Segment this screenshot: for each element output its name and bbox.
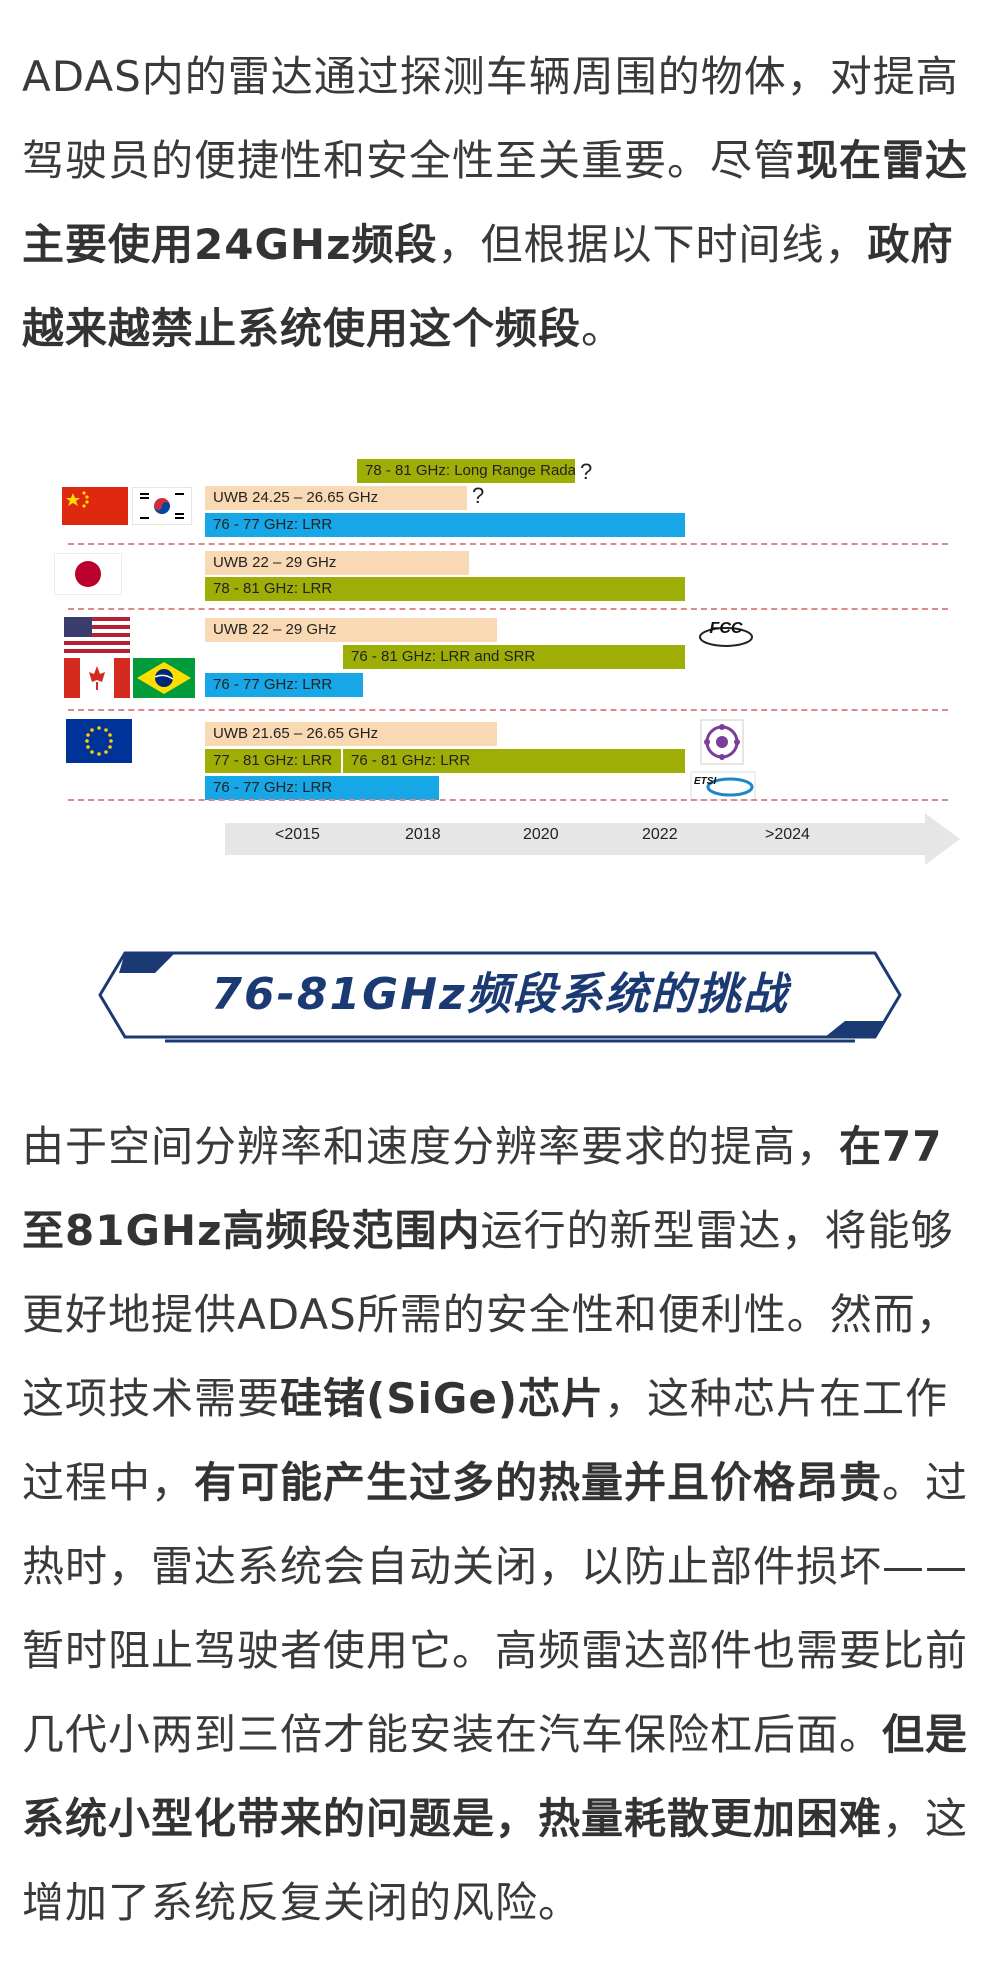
uncertain-mark: ? — [580, 459, 593, 484]
timeline-bar: UWB 22 – 29 GHz — [205, 551, 469, 575]
china-flag-icon — [62, 487, 128, 525]
body-bold-3: 有可能产生过多的热量并且价格昂贵 — [194, 1458, 883, 1507]
body-text-5: ，这增加了系统反复关闭的风险。 — [22, 1794, 969, 1927]
timeline-bar: 77 - 81 GHz: LRR — [205, 749, 341, 773]
timeline-bar: 78 - 81 GHz: Long Range Radar — [357, 459, 575, 483]
body-text-4: 。过热时，雷达系统会自动关闭，以防止部件损坏——暂时阻止驾驶者使用它。高频雷达部… — [22, 1458, 969, 1759]
body-text-1: 由于空间分辨率和速度分辨率要求的提高， — [22, 1122, 840, 1171]
timeline-bar: 78 - 81 GHz: LRR — [205, 577, 685, 601]
etsi-logo: ETSI — [690, 771, 756, 801]
body-bold-4: 但是系统小型化带来的问题是，热量耗散更加困难 — [22, 1710, 969, 1843]
body-bold-1: 在77至81GHz高频段范围内 — [22, 1122, 943, 1255]
row-separator — [68, 608, 948, 610]
fcc-logo: FCC — [696, 615, 756, 651]
body-text-3: ，这种芯片在工作过程中， — [22, 1374, 949, 1507]
etsi-logo-text: ETSI — [694, 776, 716, 787]
intro-text-1: ADAS内的雷达通过探测车辆周围的物体，对提高驾驶员的便捷性和安全性至关重要。尽… — [22, 52, 959, 185]
axis-tick: 2022 — [642, 826, 678, 843]
canada-flag-icon — [64, 658, 130, 698]
row-separator — [68, 543, 948, 545]
axis-tick: <2015 — [275, 826, 320, 843]
timeline-bar: 76 - 81 GHz: LRR — [343, 749, 685, 773]
body-bold-2: 硅锗(SiGe)芯片 — [280, 1374, 605, 1423]
timeline-bar: 76 - 77 GHz: LRR — [205, 673, 363, 697]
cept-logo — [700, 719, 744, 765]
section-banner: 76-81GHz频段系统的挑战 — [95, 945, 905, 1045]
row-separator — [68, 799, 948, 801]
timeline-bar: 76 - 77 GHz: LRR — [205, 513, 685, 537]
intro-text-3: 。 — [581, 304, 625, 353]
timeline-bar: UWB 21.65 – 26.65 GHz — [205, 722, 497, 746]
frequency-timeline-figure: 78 - 81 GHz: Long Range Radar ? UWB 24.2… — [53, 455, 960, 875]
intro-paragraph: ADAS内的雷达通过探测车辆周围的物体，对提高驾驶员的便捷性和安全性至关重要。尽… — [22, 35, 978, 371]
axis-tick: 2020 — [523, 826, 559, 843]
year-axis: <2015 2018 2020 2022 >2024 — [225, 813, 960, 865]
row-separator — [68, 709, 948, 711]
timeline-bar: UWB 22 – 29 GHz — [205, 618, 497, 642]
body-paragraph: 由于空间分辨率和速度分辨率要求的提高，在77至81GHz高频段范围内运行的新型雷… — [22, 1105, 978, 1945]
eu-flag-icon — [66, 719, 132, 763]
brazil-flag-icon — [133, 658, 195, 698]
usa-flag-icon — [64, 617, 130, 655]
timeline-bar: UWB 24.25 – 26.65 GHz — [205, 486, 467, 510]
fcc-logo-text: FCC — [710, 620, 743, 637]
axis-tick: 2018 — [405, 826, 441, 843]
japan-flag-icon — [53, 552, 123, 596]
korea-flag-icon — [131, 486, 193, 526]
intro-text-2: ，但根据以下时间线， — [437, 220, 868, 269]
body-text-2: 运行的新型雷达，将能够更好地提供ADAS所需的安全性和便利性。然而，这项技术需要 — [22, 1206, 959, 1423]
intro-bold-1: 现在雷达主要使用24GHz频段 — [22, 136, 969, 269]
timeline-bar: 76 - 77 GHz: LRR — [205, 776, 439, 800]
uncertain-mark: ? — [472, 483, 485, 508]
section-title: 76-81GHz频段系统的挑战 — [211, 969, 789, 1020]
axis-tick: >2024 — [765, 826, 810, 843]
intro-bold-2: 政府越来越禁止系统使用这个频段 — [22, 220, 954, 353]
timeline-bar: 76 - 81 GHz: LRR and SRR — [343, 645, 685, 669]
